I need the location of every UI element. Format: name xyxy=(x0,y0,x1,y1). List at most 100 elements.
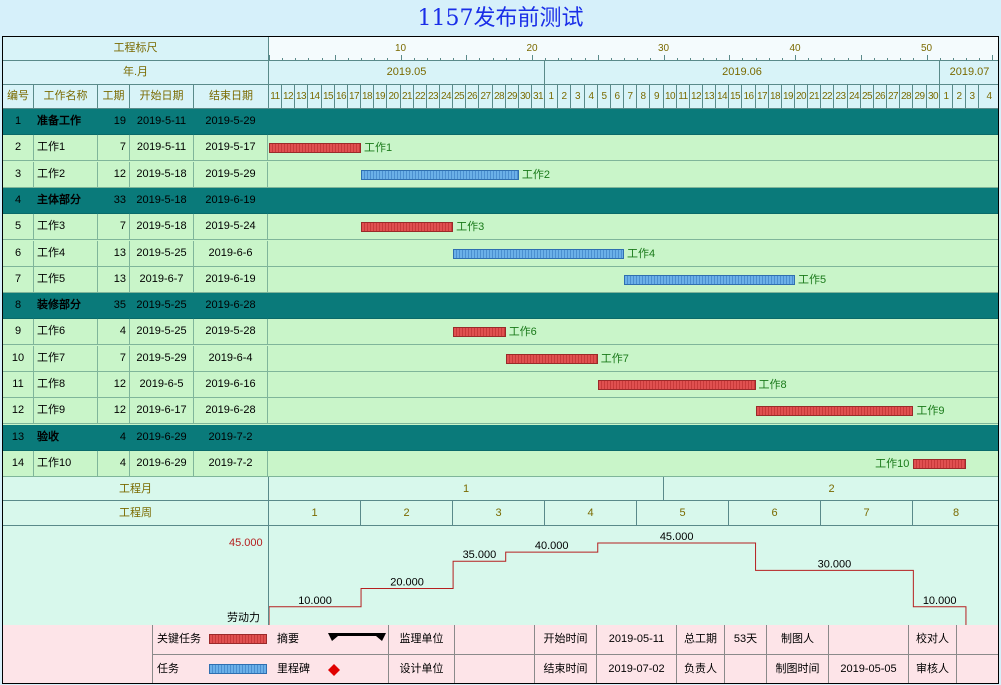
legend-summary-swatch xyxy=(328,633,386,641)
task-end: 2019-5-28 xyxy=(194,319,268,346)
task-bar[interactable] xyxy=(361,169,519,180)
task-duration: 7 xyxy=(98,135,130,162)
task-row[interactable]: 3 工作2 12 2019-5-18 2019-5-29 工作2 xyxy=(3,161,998,188)
day-cell: 18 xyxy=(361,85,374,109)
task-name: 验收 xyxy=(34,424,98,451)
summary-row[interactable]: 1 准备工作 19 2019-5-11 2019-5-29 xyxy=(3,109,998,135)
project-week-cell: 1 xyxy=(269,501,361,526)
critical-task-bar[interactable] xyxy=(453,327,506,338)
project-week-cell: 3 xyxy=(453,501,545,526)
resource-value-label: 30.000 xyxy=(818,558,852,570)
day-cell: 21 xyxy=(401,85,414,109)
draw-time-label: 制图时间 xyxy=(767,655,829,683)
scale-label-cell: 工程标尺 xyxy=(3,37,269,61)
project-month-label: 工程月 xyxy=(3,477,269,501)
ruler-tick-label: 10 xyxy=(395,43,407,54)
task-bar[interactable] xyxy=(453,248,625,259)
project-week-cell: 7 xyxy=(821,501,913,526)
gantt-frame: 工程标尺 年.月 10 20 30 40 50 1 准备工作 19 2019-5-11 2019… xyxy=(2,36,999,684)
task-row[interactable]: 5 工作3 7 2019-5-18 2019-5-24 工作3 xyxy=(3,214,998,241)
task-duration: 13 xyxy=(98,266,130,293)
task-bar-label: 工作5 xyxy=(798,273,827,286)
task-bar-label: 工作1 xyxy=(364,142,393,155)
day-cell: 3 xyxy=(571,85,585,109)
summary-row[interactable]: 13 验收 4 2019-6-29 2019-7-2 xyxy=(3,424,998,451)
task-duration: 13 xyxy=(98,240,130,267)
task-start: 2019-6-17 xyxy=(130,398,194,425)
critical-task-bar[interactable] xyxy=(269,143,362,154)
month-cell: 2019.06 xyxy=(545,61,940,85)
project-month-bg xyxy=(3,477,998,501)
day-cell: 20 xyxy=(795,85,808,109)
ruler-tick-label: 50 xyxy=(921,43,933,54)
ruler-tick-label: 40 xyxy=(789,43,801,54)
day-cell: 23 xyxy=(427,85,440,109)
critical-task-bar[interactable] xyxy=(913,458,966,469)
legend-row-1: 关键任务 摘要 xyxy=(153,625,389,655)
task-start: 2019-5-18 xyxy=(130,161,194,188)
task-duration: 4 xyxy=(98,424,130,451)
critical-task-bar[interactable] xyxy=(597,380,756,390)
day-cell: 10 xyxy=(664,85,677,109)
resource-value-label: 20.000 xyxy=(390,577,424,589)
task-start: 2019-5-18 xyxy=(130,187,194,214)
task-end: 2019-6-28 xyxy=(194,293,268,320)
summary-row[interactable]: 8 装修部分 35 2019-5-25 2019-6-28 xyxy=(3,293,998,320)
task-number: 10 xyxy=(3,345,34,372)
task-row[interactable]: 6 工作4 13 2019-5-25 2019-6-6 工作4 xyxy=(3,240,998,267)
critical-task-bar[interactable] xyxy=(755,406,914,417)
day-cell: 17 xyxy=(756,85,769,109)
summary-row[interactable]: 4 主体部分 33 2019-5-18 2019-6-19 xyxy=(3,187,998,214)
day-cell: 22 xyxy=(414,85,427,109)
task-row[interactable]: 2 工作1 7 2019-5-11 2019-5-17 工作1 xyxy=(3,135,998,162)
resource-panel xyxy=(3,526,998,625)
task-end: 2019-5-24 xyxy=(194,214,268,241)
month-cell: 2019.05 xyxy=(269,61,545,85)
task-bar[interactable] xyxy=(624,274,795,285)
task-bar-label: 工作9 xyxy=(916,405,945,418)
task-bar-label: 工作4 xyxy=(627,247,656,260)
day-cell: 23 xyxy=(834,85,848,109)
task-duration: 12 xyxy=(98,398,130,425)
task-bar-label: 工作7 xyxy=(600,352,629,365)
day-cell: 16 xyxy=(742,85,756,109)
task-row[interactable]: 14 工作10 4 2019-6-29 2019-7-2 工作10 xyxy=(3,450,998,477)
task-row[interactable]: 7 工作5 13 2019-6-7 2019-6-19 工作5 xyxy=(3,266,998,293)
end-time-label: 结束时间 xyxy=(535,655,597,683)
task-row[interactable]: 10 工作7 7 2019-5-29 2019-6-4 工作7 xyxy=(3,345,998,372)
project-week-cell: 8 xyxy=(913,501,998,526)
project-week-cell: 6 xyxy=(729,501,821,526)
day-cell: 11 xyxy=(677,85,690,109)
task-number: 12 xyxy=(3,398,34,425)
total-duration-label: 总工期 xyxy=(677,625,725,655)
task-number: 8 xyxy=(3,293,34,320)
critical-task-bar[interactable] xyxy=(361,222,454,233)
task-end: 2019-6-6 xyxy=(194,240,268,267)
day-cell: 13 xyxy=(703,85,716,109)
task-number: 7 xyxy=(3,266,34,293)
task-row[interactable]: 9 工作6 4 2019-5-25 2019-5-28 工作6 xyxy=(3,319,998,346)
task-duration: 33 xyxy=(98,187,130,214)
day-cell: 8 xyxy=(637,85,650,109)
day-cell: 26 xyxy=(466,85,479,109)
reviewer-label: 审核人 xyxy=(909,655,957,683)
resource-value-label: 10.000 xyxy=(298,595,332,607)
project-month-cell: 1 xyxy=(269,477,664,501)
task-start: 2019-6-7 xyxy=(130,266,194,293)
task-duration: 35 xyxy=(98,293,130,320)
day-cell: 5 xyxy=(598,85,611,109)
critical-task-bar[interactable] xyxy=(505,353,598,364)
task-end: 2019-7-2 xyxy=(194,450,268,477)
task-end: 2019-5-29 xyxy=(194,161,268,188)
column-header-col-number: 编号 xyxy=(3,85,34,109)
day-cell: 4 xyxy=(585,85,598,109)
task-end: 2019-6-19 xyxy=(194,266,268,293)
task-row[interactable]: 12 工作9 12 2019-6-17 2019-6-28 工作9 xyxy=(3,398,998,425)
project-month-cell: 2 xyxy=(664,477,998,501)
task-number: 3 xyxy=(3,161,34,188)
task-row[interactable]: 11 工作8 12 2019-6-5 2019-6-16 工作8 xyxy=(3,372,998,398)
task-start: 2019-5-25 xyxy=(130,240,194,267)
designer-label: 设计单位 xyxy=(389,655,455,683)
task-start: 2019-6-29 xyxy=(130,450,194,477)
task-name: 工作4 xyxy=(34,240,98,267)
